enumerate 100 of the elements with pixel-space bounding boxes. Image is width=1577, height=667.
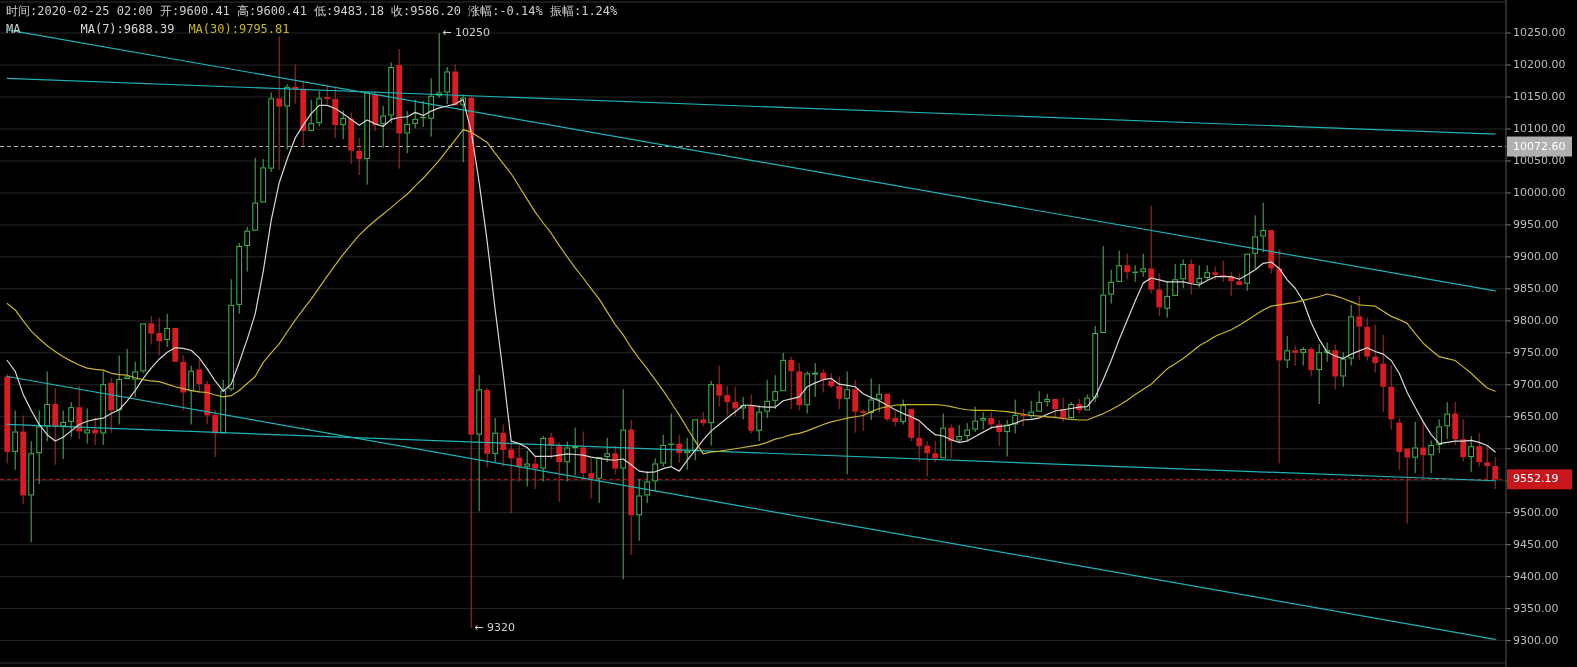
candlestick xyxy=(28,440,35,543)
y-tick-label: 10000.00 xyxy=(1513,185,1566,199)
y-tick-label: 10150.00 xyxy=(1513,90,1566,104)
candlestick xyxy=(948,423,955,459)
candlestick xyxy=(1140,253,1147,278)
candlestick xyxy=(116,354,123,425)
y-tick-label: 9750.00 xyxy=(1513,345,1559,359)
candlestick xyxy=(100,370,107,446)
y-tick-label: 10250.00 xyxy=(1513,26,1566,40)
candlestick xyxy=(724,385,731,416)
candlestick xyxy=(76,385,83,440)
candlestick xyxy=(220,379,227,434)
candlestick xyxy=(356,137,363,176)
candlestick xyxy=(700,411,707,427)
candlestick xyxy=(164,313,171,348)
candlestick xyxy=(124,348,131,380)
candlestick xyxy=(1444,401,1451,440)
candlestick xyxy=(348,111,355,165)
candlestick xyxy=(1356,295,1363,361)
candlestick xyxy=(788,356,795,410)
candlestick xyxy=(836,375,843,410)
candlestick xyxy=(980,411,987,431)
candlestick xyxy=(188,365,195,425)
candlestick xyxy=(276,35,283,171)
candlestick xyxy=(148,315,155,346)
candlestick xyxy=(308,99,315,131)
candlestick xyxy=(476,374,483,512)
candlestick xyxy=(524,450,531,487)
candlestick xyxy=(1068,401,1075,419)
y-tick-label: 9300.00 xyxy=(1513,633,1559,647)
candlestick xyxy=(892,410,899,427)
candlestick xyxy=(588,457,595,500)
candlestick xyxy=(1372,324,1379,374)
chart-title: 时间:2020-02-25 02:00 开:9600.41 高:9600.41 低:9483.18 收:9586.20 涨幅:-0.14% 振幅:1.24% xyxy=(6,4,619,18)
candlestick xyxy=(1116,250,1123,282)
y-tick-label: 9800.00 xyxy=(1513,313,1559,327)
candlestick xyxy=(628,419,635,556)
candlestick xyxy=(780,352,787,392)
annotation: ← 10250 xyxy=(442,26,490,40)
candlestick xyxy=(484,387,491,468)
candlestick xyxy=(156,317,163,356)
candlestick xyxy=(172,327,179,362)
candlestick xyxy=(1436,418,1443,454)
candlestick xyxy=(796,362,803,411)
candlestick xyxy=(756,404,763,442)
candlestick xyxy=(1460,418,1467,463)
candlestick xyxy=(660,434,667,468)
candlestick xyxy=(764,379,771,419)
candlestick xyxy=(1092,325,1099,403)
candlestick xyxy=(436,32,443,99)
candlestick xyxy=(940,413,947,459)
y-tick-label: 9650.00 xyxy=(1513,409,1559,423)
candlestick xyxy=(1204,264,1211,281)
ref-line-label: 10072.60 xyxy=(1513,139,1566,153)
candlestick xyxy=(636,478,643,542)
candlestick xyxy=(1404,448,1411,524)
candlestick xyxy=(332,87,339,139)
candlestick xyxy=(1172,263,1179,296)
candlestick xyxy=(84,407,91,445)
candlestick xyxy=(924,440,931,477)
candlestick xyxy=(884,393,891,422)
y-tick-label: 9350.00 xyxy=(1513,601,1559,615)
y-tick-label: 10200.00 xyxy=(1513,58,1566,72)
candlestick xyxy=(284,83,291,150)
candlestick xyxy=(1380,334,1387,413)
candlestick xyxy=(1420,421,1427,479)
candlestick xyxy=(1188,258,1195,296)
candlestick xyxy=(180,354,187,411)
candlestick xyxy=(844,370,851,475)
candlestick xyxy=(316,90,323,127)
candlestick xyxy=(1316,343,1323,405)
candlestick xyxy=(1484,445,1491,480)
candlestick xyxy=(1412,421,1419,474)
candlestick xyxy=(1100,245,1107,333)
candlestick xyxy=(492,417,499,463)
candlestick xyxy=(1388,364,1395,431)
candlestick xyxy=(1276,248,1283,464)
candlestick xyxy=(1108,269,1115,305)
candlestick xyxy=(244,226,251,273)
y-tick-label: 9600.00 xyxy=(1513,441,1559,455)
candlestick xyxy=(228,278,235,392)
candlestick xyxy=(396,48,403,170)
y-tick-label: 9850.00 xyxy=(1513,281,1559,295)
candlestick xyxy=(108,377,115,434)
candlestick xyxy=(620,388,627,580)
y-tick-label: 9700.00 xyxy=(1513,377,1559,391)
candlestick xyxy=(868,377,875,421)
candlestick xyxy=(996,419,1003,447)
y-tick-label: 9500.00 xyxy=(1513,505,1559,519)
y-tick-label: 9450.00 xyxy=(1513,537,1559,551)
candlestick xyxy=(1004,419,1011,457)
annotation: ← 9320 xyxy=(474,620,515,634)
candlestick xyxy=(236,242,243,315)
candlestick xyxy=(1036,390,1043,412)
candlestick xyxy=(1348,304,1355,367)
candlestick xyxy=(404,110,411,154)
candlestick xyxy=(364,92,371,186)
candlestick xyxy=(1468,435,1475,473)
candlestick xyxy=(1244,253,1251,292)
candlestick xyxy=(1396,417,1403,471)
